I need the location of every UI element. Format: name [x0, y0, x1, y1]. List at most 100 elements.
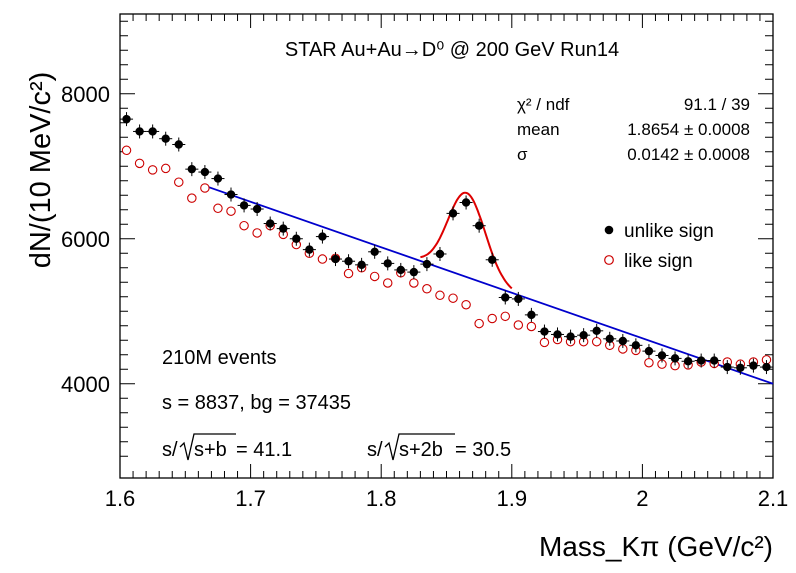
- unlike-sign-point: [279, 224, 288, 233]
- like-sign-point: [317, 254, 328, 264]
- unlike-sign-point: [187, 164, 197, 174]
- y-tick-label: 8000: [61, 82, 110, 107]
- y-tick-label: 4000: [61, 372, 110, 397]
- unlike-sign-point: [723, 362, 732, 372]
- like-sign-point: [513, 320, 524, 330]
- like-sign-point: [474, 318, 484, 329]
- unlike-sign-point: [161, 134, 170, 143]
- unlike-sign-point: [383, 259, 392, 268]
- unlike-sign-point: [488, 255, 497, 264]
- unlike-sign-point: [213, 174, 223, 183]
- unlike-sign-point: [657, 351, 667, 360]
- unlike-sign-point: [501, 293, 510, 302]
- unlike-sign-point: [618, 336, 628, 346]
- like-sign-point: [526, 321, 537, 332]
- unlike-sign-point: [579, 330, 588, 340]
- legend: unlike sign like sign: [604, 221, 714, 272]
- like-sign-point: [239, 220, 249, 231]
- stats-box: χ² / ndf 91.1 / 39 mean 1.8654 ± 0.0008 σ 0.0…: [517, 95, 750, 164]
- unlike-sign-point: [370, 247, 379, 256]
- legend-marker-like: [604, 255, 614, 265]
- stats-label: mean: [517, 120, 560, 139]
- x-tick-label: 2.1: [758, 486, 789, 511]
- stats-value: 0.0142 ± 0.0008: [627, 145, 750, 164]
- x-axis-label: Mass_Kπ (GeV/c²): [539, 531, 773, 562]
- unlike-sign-point: [631, 341, 641, 350]
- unlike-sign-point: [540, 327, 549, 336]
- unlike-sign-point: [474, 221, 484, 230]
- unlike-sign-point: [305, 245, 314, 254]
- sqrt-sign-1: [179, 433, 236, 461]
- unlike-sign-point: [122, 114, 131, 124]
- stats-label: χ² / ndf: [517, 95, 570, 114]
- sqrt-sign-2: [384, 433, 455, 461]
- like-sign-point: [539, 337, 550, 348]
- x-tick-label: 1.7: [235, 486, 266, 511]
- significance-2: s/ s+2b = 30.5: [367, 433, 511, 461]
- like-sign-point: [134, 158, 145, 169]
- unlike-sign-point: [409, 267, 419, 277]
- unlike-sign-point: [605, 334, 614, 343]
- like-sign-point: [487, 313, 497, 324]
- annotations: 210M events s = 8837, bg = 37435 s/ s+b …: [162, 347, 511, 461]
- x-tick-label: 1.8: [366, 486, 397, 511]
- signal-fit-curve: [420, 191, 513, 290]
- x-tick-label: 1.9: [497, 486, 528, 511]
- like-sign-point: [461, 299, 471, 310]
- unlike-sign-point: [749, 361, 758, 370]
- unlike-sign-point: [148, 127, 157, 136]
- sig2-value: = 30.5: [455, 439, 511, 461]
- like-sign-point: [448, 293, 458, 303]
- like-sign-point: [343, 268, 354, 279]
- unlike-sign-point: [736, 363, 745, 372]
- legend-label-like: like sign: [624, 251, 693, 272]
- unlike-sign-point: [331, 254, 340, 264]
- significance-1: s/ s+b = 41.1: [162, 433, 292, 461]
- background-fit-line: [204, 184, 774, 385]
- y-axis-label: dN/(10 MeV/c²): [25, 72, 57, 269]
- sig1-value: = 41.1: [236, 439, 292, 461]
- unlike-sign-point: [566, 332, 575, 341]
- unlike-sign-point: [435, 249, 445, 259]
- like-sign-point: [500, 311, 511, 322]
- unlike-sign-point: [357, 260, 366, 270]
- unlike-sign-point: [762, 362, 771, 372]
- stats-label: σ: [517, 145, 528, 164]
- x-tick-label: 2: [636, 486, 648, 511]
- axis-ticks: [119, 14, 774, 478]
- like-sign-point: [591, 336, 602, 347]
- sig2-radicand: s+2b: [399, 439, 443, 461]
- unlike-sign-point: [200, 167, 210, 177]
- like-sign-point: [187, 193, 197, 203]
- unlike-sign-point: [527, 310, 536, 320]
- unlike-sign-point: [553, 330, 562, 339]
- unlike-sign-point: [226, 190, 236, 199]
- unlike-sign-point: [318, 232, 327, 241]
- unlike-sign-point: [514, 294, 523, 304]
- unlike-sign-point: [696, 356, 706, 365]
- fit-curves: [204, 184, 774, 385]
- unlike-sign-point: [396, 265, 405, 275]
- unlike-sign-point: [710, 356, 719, 365]
- like-sign-point: [213, 203, 223, 214]
- like-sign-point: [200, 183, 210, 193]
- like-sign-point: [252, 228, 262, 238]
- unlike-sign-point: [461, 198, 471, 207]
- like-sign-point: [226, 206, 236, 216]
- stats-value: 91.1 / 39: [684, 95, 750, 114]
- unlike-sign-point: [670, 354, 680, 363]
- unlike-sign-point: [135, 127, 144, 136]
- unlike-sign-point: [174, 140, 183, 149]
- like-sign-point: [644, 357, 654, 368]
- unlike-sign-point: [592, 326, 601, 336]
- sig1-prefix: s/: [162, 439, 178, 461]
- y-tick-labels: 4000 6000 8000: [61, 82, 110, 397]
- unlike-sign-point: [252, 204, 262, 214]
- legend-label-unlike: unlike sign: [624, 221, 714, 242]
- unlike-sign-point: [344, 257, 353, 266]
- like-sign-point: [160, 163, 171, 174]
- like-sign-point: [369, 271, 380, 282]
- x-tick-label: 1.6: [105, 486, 136, 511]
- sig1-radicand: s+b: [194, 439, 227, 461]
